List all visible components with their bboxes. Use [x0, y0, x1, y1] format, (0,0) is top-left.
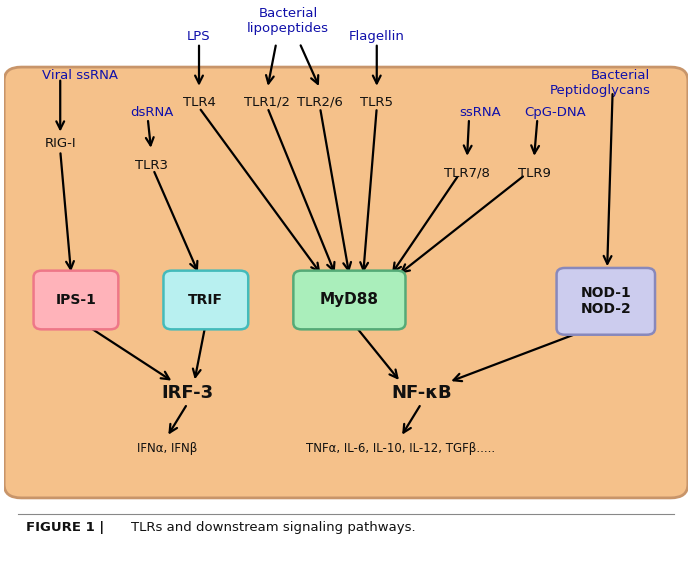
Text: NF-κB: NF-κB: [391, 384, 451, 402]
Text: TRIF: TRIF: [188, 293, 224, 307]
FancyBboxPatch shape: [556, 268, 655, 334]
Text: dsRNA: dsRNA: [131, 107, 174, 120]
FancyBboxPatch shape: [293, 271, 406, 329]
Text: LPS: LPS: [188, 30, 211, 43]
Text: TLR4: TLR4: [183, 96, 215, 109]
Text: Bacterial
lipopeptides: Bacterial lipopeptides: [247, 7, 329, 35]
Text: TLR2/6: TLR2/6: [297, 96, 343, 109]
Text: TLR3: TLR3: [135, 158, 167, 171]
Text: FIGURE 1 |: FIGURE 1 |: [26, 521, 104, 534]
FancyBboxPatch shape: [163, 271, 248, 329]
Text: TNFα, IL-6, IL-10, IL-12, TGFβ.....: TNFα, IL-6, IL-10, IL-12, TGFβ.....: [306, 442, 495, 456]
Text: RIG-I: RIG-I: [44, 137, 76, 150]
Text: IFNα, IFNβ: IFNα, IFNβ: [137, 442, 197, 456]
Text: TLR9: TLR9: [518, 167, 550, 180]
FancyBboxPatch shape: [34, 271, 118, 329]
Text: ssRNA: ssRNA: [459, 107, 500, 120]
Text: CpG-DNA: CpG-DNA: [524, 107, 585, 120]
Text: IPS-1: IPS-1: [55, 293, 96, 307]
FancyBboxPatch shape: [4, 67, 688, 498]
Text: Bacterial
Peptidoglycans: Bacterial Peptidoglycans: [549, 69, 650, 97]
Text: Flagellin: Flagellin: [349, 30, 405, 43]
Text: TLR1/2: TLR1/2: [244, 96, 291, 109]
Text: TLR7/8: TLR7/8: [444, 167, 490, 180]
Text: MyD88: MyD88: [320, 293, 379, 307]
Text: TLRs and downstream signaling pathways.: TLRs and downstream signaling pathways.: [131, 521, 415, 534]
Text: TLR5: TLR5: [361, 96, 393, 109]
Text: IRF-3: IRF-3: [161, 384, 213, 402]
Text: NOD-1
NOD-2: NOD-1 NOD-2: [581, 287, 631, 316]
Text: Viral ssRNA: Viral ssRNA: [42, 69, 118, 82]
